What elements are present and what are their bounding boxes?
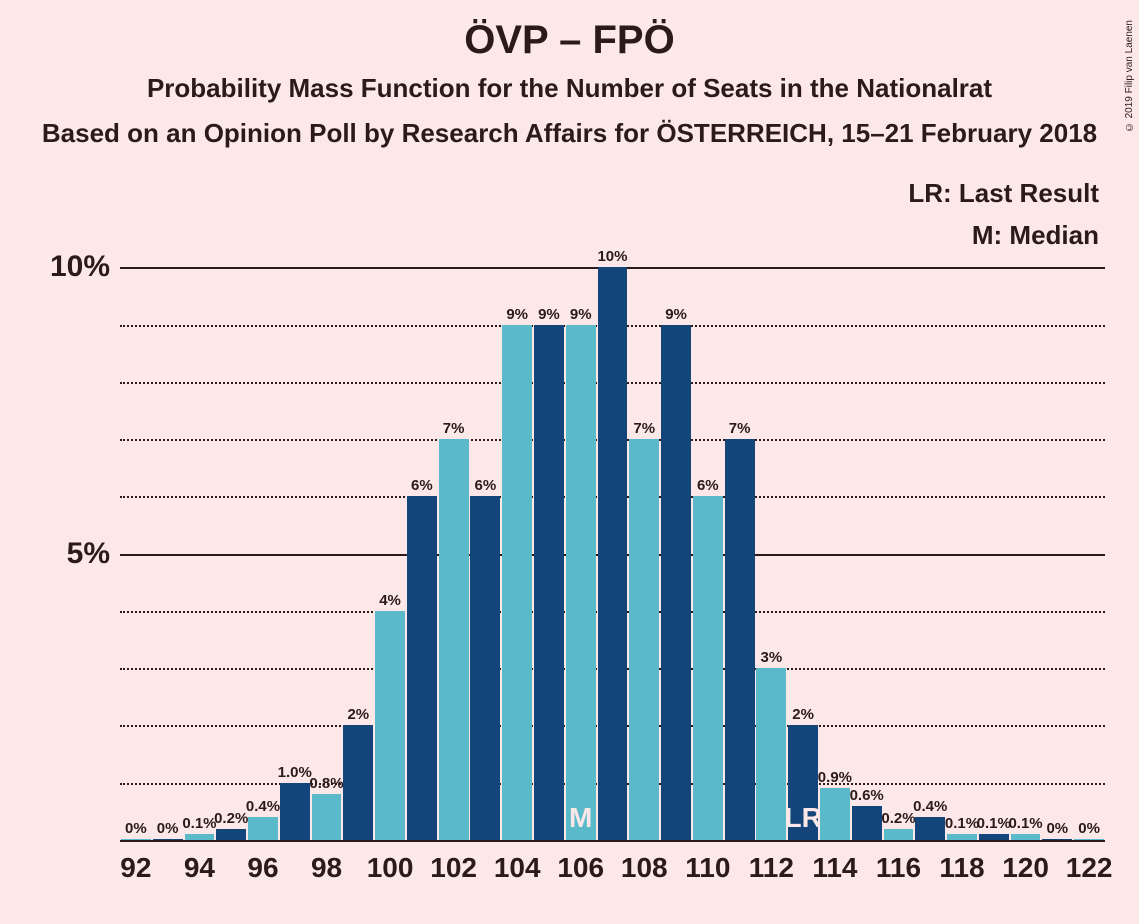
bar-value-label: 0.1% — [182, 815, 216, 834]
bar: 0.1% — [979, 834, 1009, 840]
bar-value-label: 3% — [761, 649, 783, 668]
bar: 0.1% — [1011, 834, 1041, 840]
bar-value-label: 0% — [125, 820, 147, 839]
bar-value-label: 0.8% — [309, 775, 343, 794]
bar-value-label: 7% — [443, 420, 465, 439]
bar-value-label: 7% — [633, 420, 655, 439]
bar-value-label: 7% — [729, 420, 751, 439]
bar-value-label: 0.2% — [214, 810, 248, 829]
bar-value-label: 0.4% — [913, 798, 947, 817]
x-tick-label: 96 — [247, 840, 278, 884]
bar: 9% — [502, 325, 532, 840]
bar-value-label: 6% — [475, 477, 497, 496]
bar-value-label: 9% — [570, 306, 592, 325]
x-tick-label: 114 — [812, 840, 857, 884]
bar: 0% — [121, 839, 151, 840]
last-result-marker: LR — [784, 802, 821, 834]
bar: 0% — [153, 839, 183, 840]
bar-value-label: 0.1% — [945, 815, 979, 834]
y-tick-label: 5% — [67, 537, 120, 571]
bar-value-label: 4% — [379, 592, 401, 611]
bar: 2%LR — [788, 725, 818, 840]
bar: 0.4% — [915, 817, 945, 840]
bar: 6% — [693, 496, 723, 840]
bar: 7% — [439, 439, 469, 840]
x-tick-label: 118 — [939, 840, 984, 884]
x-tick-label: 94 — [184, 840, 215, 884]
bar-value-label: 0% — [157, 820, 179, 839]
bar-value-label: 2% — [347, 706, 369, 725]
bar: 7% — [629, 439, 659, 840]
plot-area: 5%10%92949698100102104106108110112114116… — [120, 210, 1105, 840]
bar-value-label: 0.1% — [1008, 815, 1042, 834]
chart-subtitle-2: Based on an Opinion Poll by Research Aff… — [0, 118, 1139, 149]
bar-value-label: 1.0% — [278, 764, 312, 783]
bar-value-label: 9% — [665, 306, 687, 325]
bar-value-label: 0.4% — [246, 798, 280, 817]
bar: 0.1% — [947, 834, 977, 840]
x-tick-label: 122 — [1066, 840, 1113, 884]
bar-value-label: 2% — [792, 706, 814, 725]
bar: 0% — [1074, 839, 1104, 840]
bar: 0.4% — [248, 817, 278, 840]
bar: 0.2% — [884, 829, 914, 840]
bar-value-label: 0.6% — [850, 787, 884, 806]
bar: 9%M — [566, 325, 596, 840]
legend-last-result: LR: Last Result — [908, 178, 1099, 209]
x-tick-label: 112 — [749, 840, 794, 884]
bar: 1.0% — [280, 783, 310, 840]
x-tick-label: 100 — [367, 840, 414, 884]
bar: 3% — [756, 668, 786, 840]
x-tick-label: 98 — [311, 840, 342, 884]
x-tick-label: 102 — [430, 840, 477, 884]
bar-value-label: 0% — [1078, 820, 1100, 839]
bar-value-label: 6% — [411, 477, 433, 496]
x-tick-label: 92 — [120, 840, 151, 884]
bar-value-label: 9% — [538, 306, 560, 325]
bar-value-label: 0% — [1046, 820, 1068, 839]
bar: 0.2% — [216, 829, 246, 840]
bar-value-label: 9% — [506, 306, 528, 325]
bar: 6% — [470, 496, 500, 840]
bar-value-label: 10% — [597, 248, 627, 267]
chart-container: ÖVP – FPÖ Probability Mass Function for … — [0, 0, 1139, 924]
x-tick-label: 106 — [557, 840, 604, 884]
bar: 0% — [1042, 839, 1072, 840]
bar: 10% — [598, 267, 628, 840]
chart-subtitle-1: Probability Mass Function for the Number… — [0, 73, 1139, 104]
bar: 7% — [725, 439, 755, 840]
bar-value-label: 0.2% — [881, 810, 915, 829]
copyright-text: © 2019 Filip van Laenen — [1124, 20, 1135, 132]
x-tick-label: 116 — [876, 840, 921, 884]
chart-title: ÖVP – FPÖ — [0, 0, 1139, 63]
x-tick-label: 108 — [621, 840, 668, 884]
y-tick-label: 10% — [50, 250, 120, 284]
bar: 9% — [661, 325, 691, 840]
bar-value-label: 0.1% — [977, 815, 1011, 834]
bar: 0.9% — [820, 788, 850, 840]
bar: 9% — [534, 325, 564, 840]
bar-value-label: 0.9% — [818, 769, 852, 788]
bar: 0.8% — [312, 794, 342, 840]
x-tick-label: 104 — [494, 840, 541, 884]
bar: 2% — [343, 725, 373, 840]
bar: 4% — [375, 611, 405, 840]
median-marker: M — [569, 802, 592, 834]
bar: 6% — [407, 496, 437, 840]
x-tick-label: 120 — [1002, 840, 1049, 884]
x-tick-label: 110 — [685, 840, 730, 884]
bar: 0.1% — [185, 834, 215, 840]
bar: 0.6% — [852, 806, 882, 840]
bar-value-label: 6% — [697, 477, 719, 496]
